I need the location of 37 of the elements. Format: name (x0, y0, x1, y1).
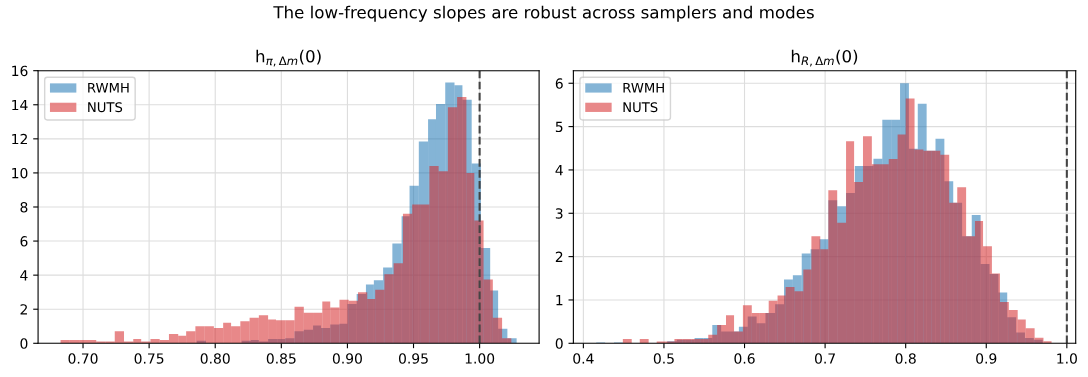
x-tick-label: 0.4 (573, 353, 594, 364)
x-tick-label: 0.90 (332, 353, 362, 364)
y-tick-label: 16 (12, 65, 28, 77)
y-tick-label: 5 (555, 121, 563, 133)
x-tick-label: 0.85 (266, 353, 296, 364)
legend-label: RWMH (88, 82, 129, 93)
x-tick-label: 0.70 (68, 353, 98, 364)
y-tick-label: 1 (556, 295, 563, 306)
y-tick-label: 4 (20, 270, 28, 281)
x-tick-label: 0.95 (398, 353, 428, 364)
text: The low-frequency slopes are robust across samplers and modes (273, 5, 814, 22)
y-tick-label: 2 (555, 251, 563, 262)
x-tick-label: 0.9 (976, 353, 997, 364)
x-tick-label: 0.7 (814, 353, 835, 364)
y-tick-label: 12 (12, 133, 27, 145)
y-tick-label: 8 (20, 201, 28, 213)
x-tick-label: 0.75 (134, 353, 164, 364)
y-tick-label: 6 (20, 236, 28, 247)
y-tick-label: 2 (20, 304, 27, 315)
x-tick-label: 1.00 (465, 353, 495, 364)
y-tick-label: 0 (555, 338, 563, 349)
y-tick-label: 0 (20, 338, 28, 349)
y-tick-label: 4 (555, 165, 563, 176)
x-tick-label: 0.5 (653, 353, 674, 364)
x-tick-label: 0.6 (734, 353, 755, 364)
legend-label: NUTS (88, 102, 123, 113)
y-tick-label: 3 (555, 208, 563, 219)
legend-label: RWMH (623, 82, 664, 93)
legend-label: NUTS (623, 102, 658, 113)
y-tick-label: 6 (555, 78, 563, 89)
x-tick-label: 1.0 (1057, 353, 1077, 364)
y-tick-label: 14 (12, 99, 28, 111)
x-tick-label: 0.80 (200, 353, 230, 364)
chart-title: h$_{R,Δm}$(0) (791, 49, 858, 67)
y-tick-label: 10 (12, 167, 28, 179)
x-tick-label: 0.8 (895, 353, 916, 364)
chart-title: h$_{π,Δm}$(0) (256, 49, 321, 67)
